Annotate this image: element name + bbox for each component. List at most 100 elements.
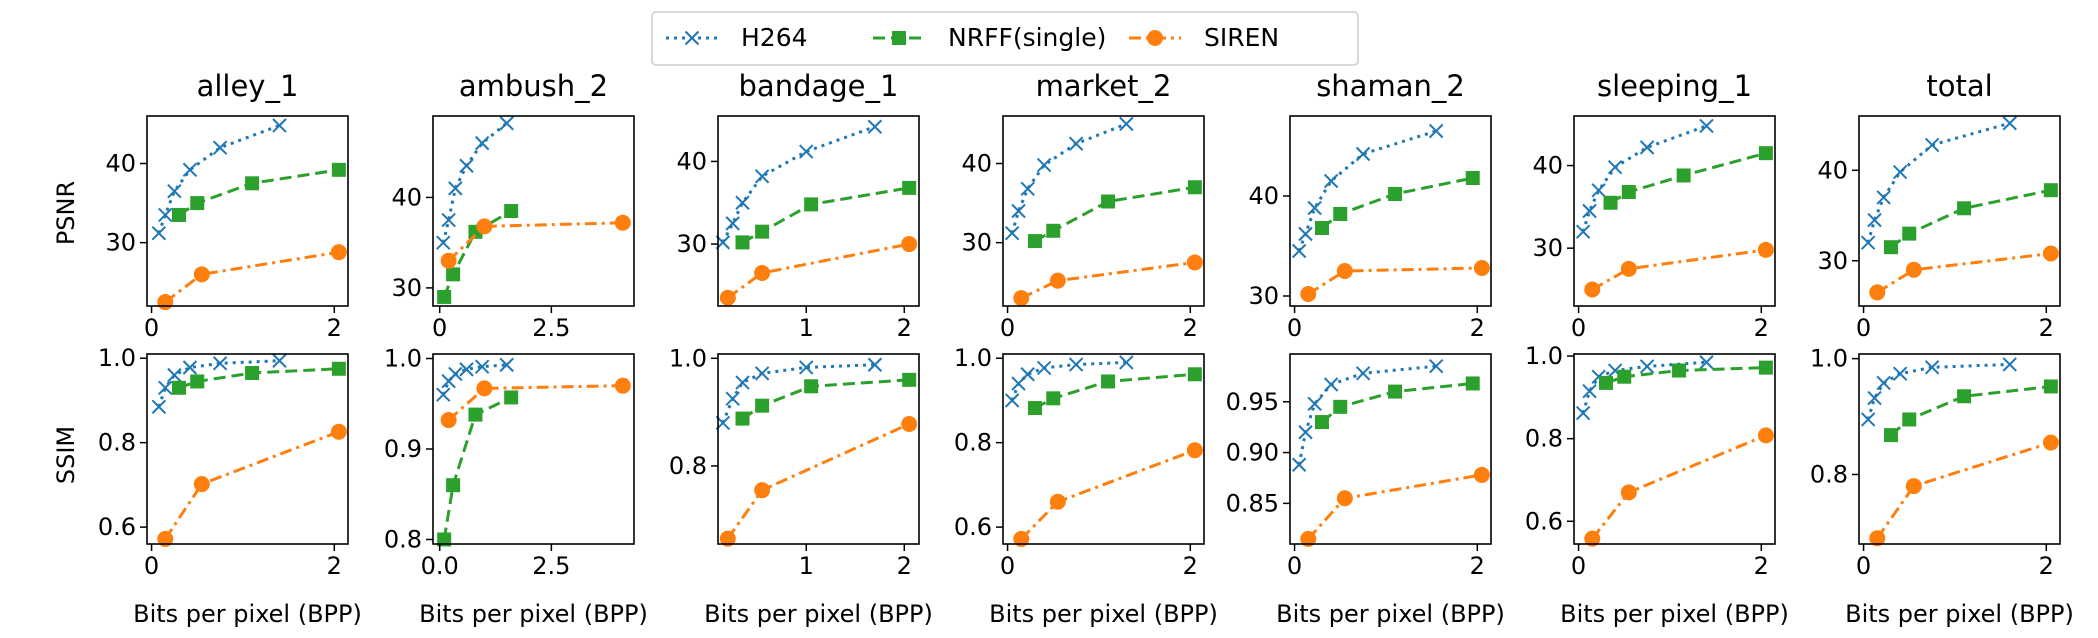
data-point bbox=[182, 162, 198, 178]
data-point bbox=[1046, 391, 1061, 406]
x-tick-label: 0 bbox=[144, 314, 159, 342]
data-point bbox=[754, 264, 771, 281]
data-point bbox=[499, 357, 514, 373]
data-point bbox=[1101, 374, 1116, 389]
x-tick-label: 0.0 bbox=[421, 552, 459, 580]
data-point-stroke-b bbox=[1004, 393, 1020, 408]
data-point bbox=[1757, 427, 1774, 444]
series-line bbox=[1321, 381, 1473, 424]
axes-frame bbox=[1858, 115, 2061, 307]
series-siren bbox=[1300, 466, 1490, 547]
series-line bbox=[157, 359, 280, 408]
data-point bbox=[1020, 367, 1035, 382]
series-siren bbox=[1869, 434, 2059, 547]
data-point-stroke-b bbox=[1607, 363, 1623, 378]
data-point bbox=[755, 398, 770, 413]
psnr-axes: 30 40 0 2 bbox=[1532, 115, 1776, 342]
axes-frame bbox=[1289, 115, 1492, 307]
data-point bbox=[437, 289, 452, 304]
legend-label-0: H264 bbox=[741, 23, 808, 52]
series-line bbox=[1890, 188, 2052, 249]
series-h264 bbox=[1004, 355, 1134, 408]
data-point-stroke-b bbox=[436, 387, 451, 402]
data-point bbox=[1186, 442, 1203, 459]
data-point bbox=[1924, 137, 1940, 153]
y-tick-label: 40 bbox=[676, 147, 707, 175]
data-point bbox=[446, 478, 461, 493]
data-point bbox=[754, 169, 770, 184]
x-axis-label: Bits per pixel (BPP) bbox=[133, 600, 362, 628]
data-point bbox=[448, 181, 463, 196]
data-point-stroke-b bbox=[212, 140, 228, 155]
series-line bbox=[1605, 366, 1766, 385]
x-tick-label: 2 bbox=[1183, 314, 1198, 342]
data-point-stroke-b bbox=[1068, 357, 1084, 372]
data-point bbox=[867, 357, 883, 372]
data-point bbox=[1892, 164, 1908, 180]
data-point bbox=[1473, 260, 1490, 276]
data-point bbox=[1020, 181, 1035, 197]
data-point-stroke-b bbox=[1575, 224, 1591, 239]
data-point bbox=[1621, 185, 1636, 199]
series-nrffsingle bbox=[1314, 376, 1480, 430]
data-point bbox=[2042, 245, 2059, 262]
series-h264 bbox=[1575, 355, 1714, 421]
series-line bbox=[442, 396, 512, 540]
data-point-stroke-b bbox=[212, 356, 228, 371]
data-point bbox=[1027, 234, 1042, 249]
data-point-stroke-b bbox=[799, 144, 814, 159]
data-point-stroke-b bbox=[1307, 396, 1322, 411]
data-point bbox=[212, 140, 228, 155]
psnr-axes: 30 40 0 2 bbox=[1817, 115, 2061, 342]
data-point-stroke-b bbox=[2002, 116, 2017, 131]
data-point bbox=[1036, 157, 1052, 173]
y-tick-label: 1.0 bbox=[1525, 342, 1563, 370]
data-point-stroke-b bbox=[1699, 118, 1714, 134]
series-line bbox=[721, 125, 876, 244]
data-point bbox=[193, 476, 210, 493]
data-point bbox=[158, 207, 173, 223]
x-tick-label: 2 bbox=[2039, 314, 2054, 342]
legend-label-2: SIREN bbox=[1204, 23, 1279, 52]
axes-frame bbox=[1002, 353, 1205, 545]
x-tick-label: 0 bbox=[144, 552, 159, 580]
axes-frame bbox=[146, 115, 349, 307]
x-tick-label: 2.5 bbox=[532, 314, 570, 342]
panels: alley_1 30 40 0 2 0.6 0.8 1.0 0 2 Bits per pixel (… bbox=[98, 69, 2074, 628]
legend: H264 NRFF(single) SIREN bbox=[651, 11, 1359, 66]
series-line bbox=[1020, 260, 1196, 300]
panel-title: total bbox=[1926, 69, 1992, 103]
data-point bbox=[1584, 281, 1601, 298]
series-nrffsingle bbox=[171, 361, 346, 395]
data-point-stroke-b bbox=[725, 216, 740, 231]
data-point-stroke-b bbox=[1036, 157, 1052, 173]
data-point bbox=[1333, 207, 1348, 221]
data-point bbox=[157, 294, 174, 311]
row-label-psnr: PSNR bbox=[52, 181, 80, 245]
data-point bbox=[245, 366, 260, 380]
series-siren bbox=[719, 415, 918, 547]
y-tick-label: 30 bbox=[961, 229, 992, 257]
data-point-stroke-b bbox=[1298, 226, 1313, 242]
data-point bbox=[1758, 146, 1773, 161]
data-point bbox=[1860, 235, 1876, 250]
series-line bbox=[1609, 151, 1767, 205]
data-point bbox=[1013, 290, 1030, 307]
axes-frame bbox=[1858, 353, 2061, 545]
data-point-stroke-b bbox=[1582, 203, 1597, 219]
data-point bbox=[755, 224, 770, 239]
x-axis-label: Bits per pixel (BPP) bbox=[1560, 600, 1789, 628]
series-siren bbox=[1869, 245, 2059, 301]
series-nrffsingle bbox=[1603, 146, 1773, 210]
x-tick-label: 2 bbox=[327, 552, 342, 580]
axes-frame bbox=[717, 353, 920, 545]
ssim-axes: 0.85 0.90 0.95 0 2 bbox=[1226, 353, 1492, 580]
series-line bbox=[164, 250, 340, 304]
data-point bbox=[171, 207, 186, 222]
data-point bbox=[1869, 530, 1886, 547]
data-point-stroke-b bbox=[2002, 357, 2017, 372]
axes-frame bbox=[1002, 115, 1205, 307]
series-line bbox=[1010, 122, 1127, 234]
y-tick-label: 30 bbox=[1817, 247, 1848, 275]
x-axis-label: Bits per pixel (BPP) bbox=[1276, 600, 1505, 628]
